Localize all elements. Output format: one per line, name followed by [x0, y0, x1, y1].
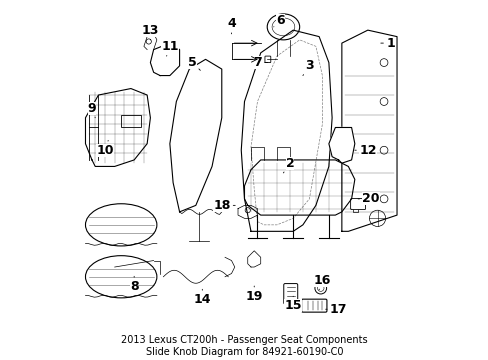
- Text: 2013 Lexus CT200h - Passenger Seat Components
Slide Knob Diagram for 84921-60190: 2013 Lexus CT200h - Passenger Seat Compo…: [121, 335, 367, 357]
- Text: 3: 3: [302, 59, 313, 76]
- Text: 4: 4: [227, 17, 235, 34]
- FancyBboxPatch shape: [301, 299, 326, 312]
- Bar: [352, 208, 357, 212]
- Text: 6: 6: [273, 14, 284, 27]
- Polygon shape: [328, 127, 354, 163]
- Text: 1: 1: [380, 37, 394, 50]
- Text: 2: 2: [283, 157, 294, 173]
- FancyBboxPatch shape: [264, 56, 270, 63]
- Text: 9: 9: [87, 102, 96, 118]
- Text: 11: 11: [161, 40, 178, 56]
- Text: 10: 10: [96, 140, 114, 157]
- Text: 20: 20: [357, 192, 379, 206]
- Text: 16: 16: [313, 274, 330, 290]
- Text: 19: 19: [245, 286, 263, 303]
- Text: 13: 13: [142, 24, 159, 40]
- Text: 15: 15: [284, 296, 301, 312]
- Text: 12: 12: [354, 144, 376, 157]
- FancyBboxPatch shape: [283, 284, 297, 304]
- FancyBboxPatch shape: [350, 199, 365, 210]
- Text: 14: 14: [193, 289, 211, 306]
- Text: 17: 17: [325, 303, 346, 316]
- Bar: [121, 114, 141, 127]
- Text: 8: 8: [130, 276, 138, 293]
- Text: 18: 18: [213, 199, 235, 212]
- Text: 7: 7: [253, 56, 267, 69]
- Text: 5: 5: [188, 56, 200, 70]
